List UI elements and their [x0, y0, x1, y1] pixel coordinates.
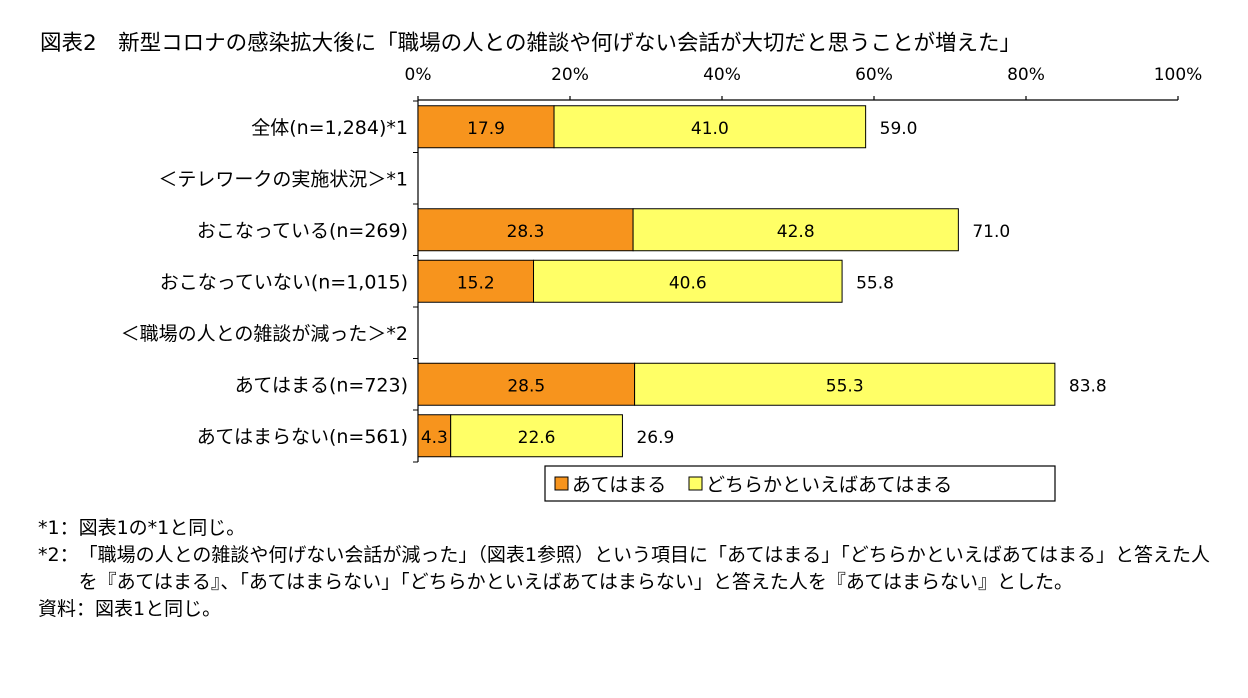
data-label: 55.3 [826, 376, 864, 396]
bar-segment [634, 362, 1056, 406]
x-tick-label: 40% [703, 65, 741, 85]
category-label: ＜テレワークの実施状況＞*1 [158, 168, 408, 190]
legend-label: どちらかといえばあてはまる [706, 474, 952, 496]
bar-segment [450, 414, 623, 458]
source-note: 資料：図表1と同じ。 [38, 598, 222, 620]
data-label: 15.2 [457, 273, 495, 293]
total-label: 59.0 [880, 119, 918, 139]
x-tick-label: 60% [855, 65, 893, 85]
x-tick-label: 0% [405, 65, 432, 85]
total-label: 26.9 [636, 428, 674, 448]
data-label: 17.9 [467, 119, 505, 139]
category-label: おこなっていない(n=1,015) [160, 271, 408, 293]
category-label: おこなっている(n=269) [197, 220, 408, 242]
x-tick-label: 20% [551, 65, 589, 85]
footnote-1: *1： 図表1の*1と同じ。 [38, 515, 1228, 542]
category-label: 全体(n=1,284)*1 [251, 117, 408, 139]
data-label: 28.3 [507, 222, 545, 242]
bar-segment [417, 362, 636, 406]
data-label: 22.6 [518, 428, 556, 448]
footnote-text: 「職場の人との雑談や何げない会話が減った」（図表1参照）という項目に「あてはまる… [78, 544, 1210, 593]
footnotes: *1： 図表1の*1と同じ。 *2： 「職場の人との雑談や何げない会話が減った」… [38, 515, 1228, 623]
legend-swatch [554, 476, 569, 491]
x-tick-label: 100% [1154, 65, 1203, 85]
footnote-text: 図表1の*1と同じ。 [78, 517, 246, 539]
category-label: ＜職場の人との雑談が減った＞*2 [121, 323, 408, 345]
bar-segment [533, 259, 843, 303]
data-label: 40.6 [669, 273, 707, 293]
legend-swatch [688, 476, 703, 491]
bar-segment [553, 105, 867, 149]
data-label: 41.0 [691, 119, 729, 139]
total-label: 83.8 [1069, 376, 1107, 396]
data-label: 28.5 [507, 376, 545, 396]
footnote-mark: *1： [38, 517, 79, 539]
legend-box [544, 465, 1056, 502]
category-label: あてはまらない(n=561) [197, 426, 408, 448]
chart: 図表2 新型コロナの感染拡大後に「職場の人との雑談や何げない会話が大切だと思うこ… [40, 31, 1203, 502]
x-tick-label: 80% [1007, 65, 1045, 85]
footnote-2: *2： 「職場の人との雑談や何げない会話が減った」（図表1参照）という項目に「あ… [38, 542, 1228, 596]
data-label: 42.8 [777, 222, 815, 242]
bar-segment [632, 208, 959, 252]
footnote-mark: *2： [38, 544, 79, 566]
category-label: あてはまる(n=723) [235, 374, 408, 396]
chart-title: 図表2 新型コロナの感染拡大後に「職場の人との雑談や何げない会話が大切だと思うこ… [40, 31, 1021, 56]
total-label: 71.0 [972, 222, 1010, 242]
bar-segment [417, 259, 535, 303]
data-label: 4.3 [421, 428, 448, 448]
total-label: 55.8 [856, 273, 894, 293]
legend-label: あてはまる [572, 474, 666, 496]
bar-segment [417, 414, 452, 458]
